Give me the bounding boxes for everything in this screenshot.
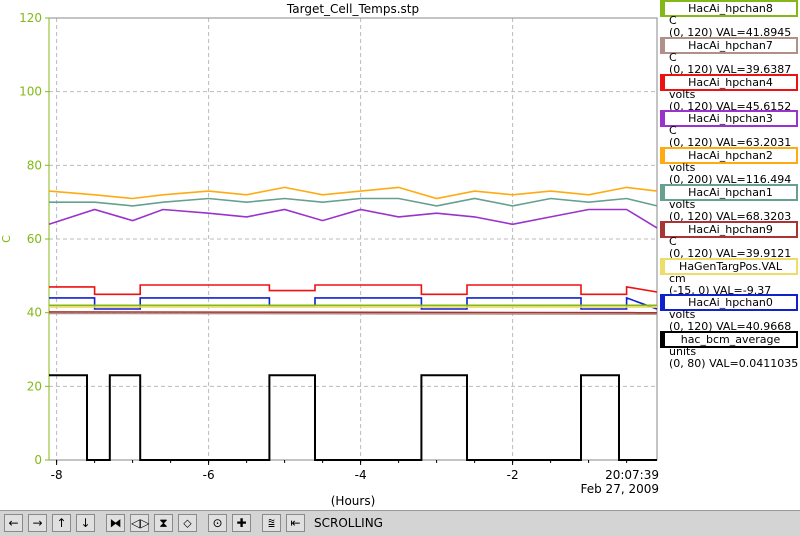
y-tick-label: 60 (27, 232, 42, 246)
legend-series-name[interactable]: HacAi_hpchan8 (663, 0, 798, 17)
legend-entry[interactable]: HacAi_hpchan9 C (0, 120) VAL=39.9121 (660, 220, 800, 260)
legend-color-swatch (660, 294, 665, 312)
x-tick-label: -6 (203, 468, 215, 482)
zoom-out-y-button[interactable]: ⬦ (178, 514, 197, 532)
legend-color-swatch (660, 183, 665, 201)
zoom-in-x-button[interactable]: ⧓ (106, 514, 125, 532)
chart-area: 0 20 40 60 80 100 120 -8 -6 -4 -2 Target_Cell_Temps… (0, 2, 660, 508)
autoscale-button[interactable]: ⩰ (262, 514, 281, 532)
series-line (48, 186, 658, 200)
legend-color-swatch (660, 147, 665, 165)
stop-button[interactable]: ⊙ (208, 514, 227, 532)
y-axis-label: C (0, 235, 13, 243)
series-line (49, 374, 657, 461)
legend-color-swatch (660, 36, 665, 54)
x-tick-label: -8 (51, 468, 63, 482)
date-label: Feb 27, 2009 (581, 482, 660, 496)
series-line (48, 312, 658, 315)
legend-range-value: (0, 120) VAL=41.8945 (669, 26, 792, 39)
legend-color-swatch (660, 257, 665, 275)
legend-entry[interactable]: HacAi_hpchan0 volts (0, 120) VAL=40.9668 (660, 294, 800, 334)
scroll-down-button[interactable]: ↓ (76, 514, 95, 532)
legend-series-name[interactable]: HacAi_hpchan0 (663, 294, 798, 312)
legend-entry[interactable]: hac_bcm_average units (0, 80) VAL=0.041103… (660, 331, 800, 371)
legend-series-name[interactable]: HaGenTargPos.VAL (663, 257, 798, 275)
legend-series-name[interactable]: HacAi_hpchan7 (663, 36, 798, 54)
series-line (49, 284, 658, 296)
legend-range-value: (0, 120) VAL=63.2031 (669, 136, 792, 150)
y-tick-label: 100 (19, 85, 42, 99)
back-to-now-button[interactable]: ⇤ (286, 514, 305, 532)
scrolling-status: SCROLLING (314, 516, 383, 530)
legend-series-name[interactable]: HacAi_hpchan3 (663, 110, 798, 128)
legend-entry[interactable]: HaGenTargPos.VAL cm (-15, 0) VAL=-9.37 (660, 257, 800, 297)
toolbar: SCROLLING ← → ↑ ↓ ⧓ ◁▷ ⧗ ⬦ ⊙ ✚ ⩰ ⇤ (0, 510, 800, 536)
legend-unit: C (669, 234, 677, 248)
time-label: 20:07:39 (605, 468, 659, 482)
legend-entry[interactable]: HacAi_hpchan1 volts (0, 120) VAL=68.3203 (660, 183, 800, 223)
legend-range-value: (0, 120) VAL=68.3203 (669, 209, 792, 223)
legend-unit: C (669, 124, 677, 138)
series-line (48, 311, 658, 314)
chart-title: Target_Cell_Temps.stp (286, 2, 419, 16)
legend: HacAi_hpchan8 C (0, 120) VAL=41.8945 HacAi_… (660, 0, 800, 371)
legend-color-swatch (660, 331, 665, 349)
legend-unit: cm (669, 271, 686, 285)
series-line (48, 208, 658, 229)
y-tick-label: 0 (34, 453, 42, 467)
x-tick-label: -2 (507, 468, 519, 482)
y-tick-label: 20 (27, 379, 42, 393)
legend-unit: volts (669, 308, 696, 322)
legend-unit: C (669, 14, 677, 27)
legend-unit: volts (669, 87, 696, 101)
series-line (49, 296, 658, 310)
x-tick-label: -4 (355, 468, 367, 482)
legend-series-name[interactable]: hac_bcm_average (663, 331, 798, 349)
legend-color-swatch (660, 0, 665, 17)
legend-unit: volts (669, 197, 696, 211)
legend-series-name[interactable]: HacAi_hpchan1 (663, 183, 798, 201)
legend-entry[interactable]: HacAi_hpchan3 C (0, 120) VAL=63.2031 (660, 110, 800, 150)
legend-entry[interactable]: HacAi_hpchan4 volts (0, 120) VAL=45.6152 (660, 73, 800, 113)
legend-unit: units (669, 345, 697, 359)
legend-range-value: (-15, 0) VAL=-9.37 (669, 283, 772, 297)
y-tick-label: 120 (19, 11, 42, 25)
legend-range-value: (0, 80) VAL=0.0411035 (669, 357, 799, 371)
legend-color-swatch (660, 110, 665, 128)
y-tick-label: 40 (27, 306, 42, 320)
x-axis-label: (Hours) (331, 494, 376, 508)
legend-range-value: (0, 120) VAL=40.9668 (669, 320, 792, 334)
y-tick-label: 80 (27, 158, 42, 172)
legend-color-swatch (660, 73, 665, 91)
legend-unit: C (669, 50, 677, 64)
legend-range-value: (0, 120) VAL=45.6152 (669, 99, 792, 113)
zoom-in-y-button[interactable]: ⧗ (154, 514, 173, 532)
legend-entry[interactable]: HacAi_hpchan8 C (0, 120) VAL=41.8945 (660, 0, 800, 39)
zoom-out-x-button[interactable]: ◁▷ (130, 514, 150, 532)
legend-range-value: (0, 120) VAL=39.6387 (669, 62, 792, 76)
add-button[interactable]: ✚ (232, 514, 251, 532)
series-line (49, 197, 658, 207)
scroll-right-button[interactable]: → (28, 514, 47, 532)
scroll-up-button[interactable]: ↑ (52, 514, 71, 532)
legend-series-name[interactable]: HacAi_hpchan9 (663, 220, 798, 238)
legend-unit: volts (669, 161, 696, 175)
legend-range-value: (0, 200) VAL=116.494 (669, 173, 792, 187)
scroll-left-button[interactable]: ← (4, 514, 23, 532)
legend-series-name[interactable]: HacAi_hpchan4 (663, 73, 798, 91)
legend-range-value: (0, 120) VAL=39.9121 (669, 246, 792, 260)
legend-series-name[interactable]: HacAi_hpchan2 (663, 147, 798, 165)
legend-color-swatch (660, 220, 665, 238)
legend-entry[interactable]: HacAi_hpchan7 C (0, 120) VAL=39.6387 (660, 36, 800, 76)
legend-entry[interactable]: HacAi_hpchan2 volts (0, 200) VAL=116.494 (660, 147, 800, 187)
